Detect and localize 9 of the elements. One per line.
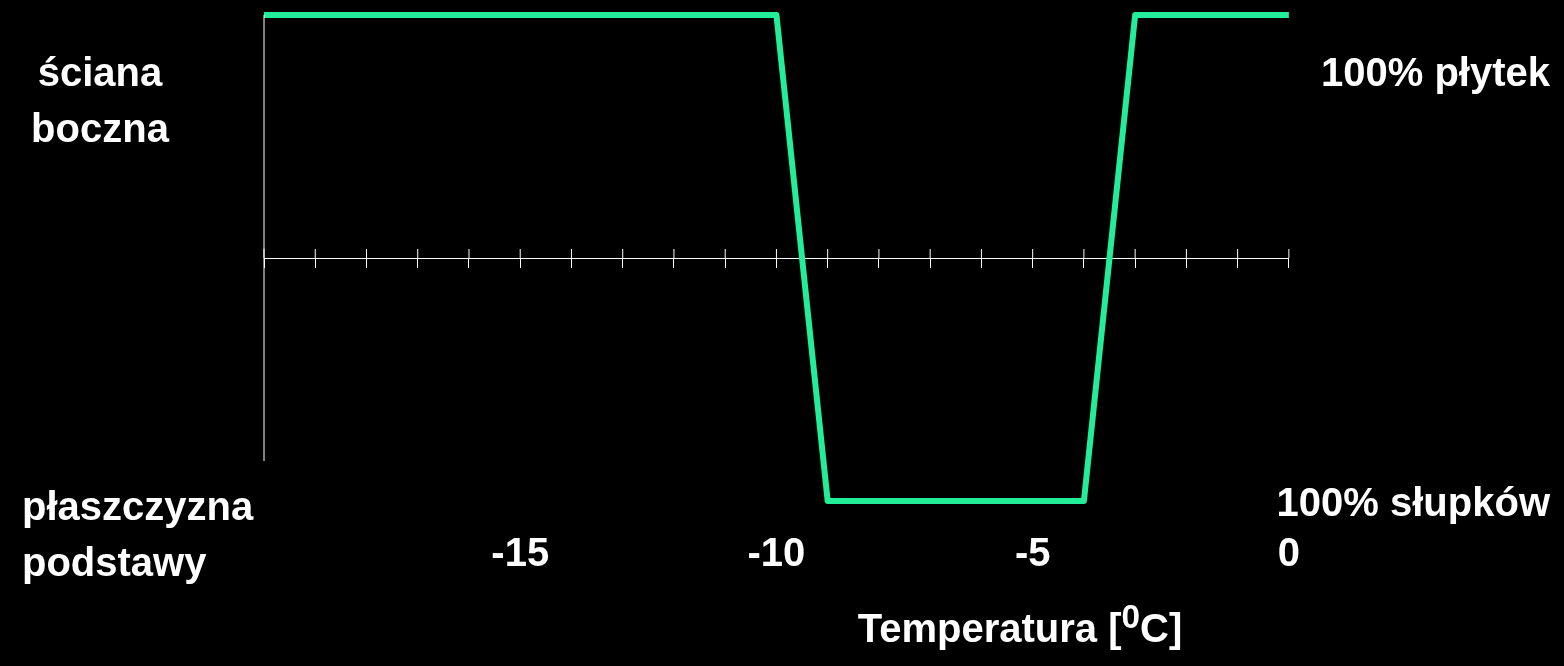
x-axis-title: Temperatura [$^{0}$C] bbox=[856, 598, 1184, 652]
text: płaszczyzna podstawy bbox=[22, 483, 255, 586]
x-tick-label: -15 bbox=[491, 530, 550, 575]
x-tick-label: -5 bbox=[1014, 530, 1051, 575]
x-tick-label: 0 bbox=[1277, 530, 1300, 575]
text: 100% płytek bbox=[1319, 49, 1550, 96]
annotation: 100% słupków bbox=[1275, 479, 1550, 526]
x-tick-label: -10 bbox=[747, 530, 806, 575]
text: ściana boczna bbox=[30, 49, 171, 152]
